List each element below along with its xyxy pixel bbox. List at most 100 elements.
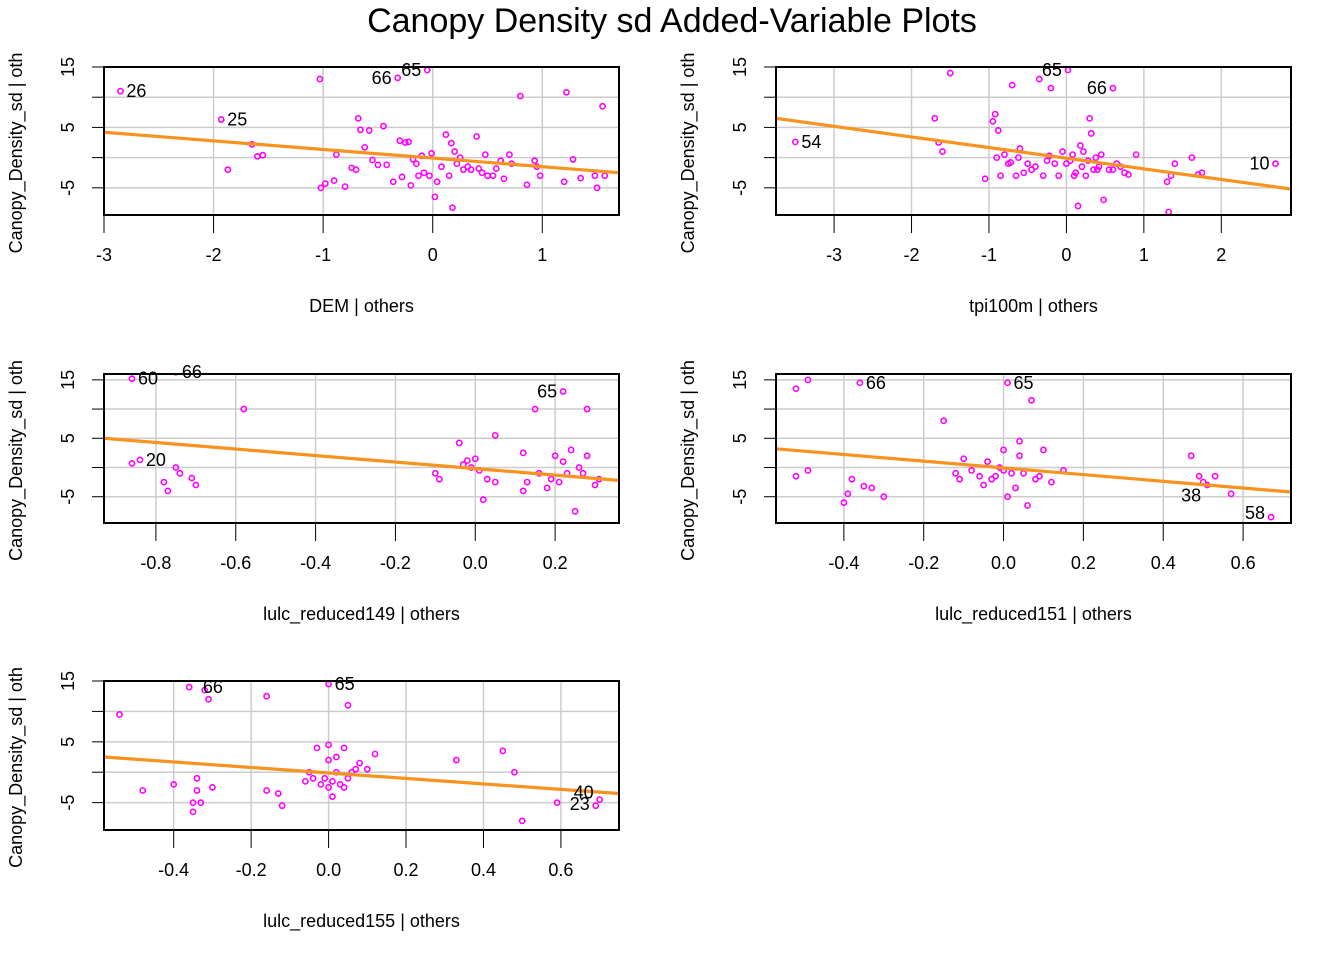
y-axis-title: Canopy_Density_sd | oth <box>6 53 27 254</box>
data-point <box>518 817 526 825</box>
data-point <box>997 172 1004 180</box>
plot-frame <box>103 373 620 524</box>
y-tick-label: 15 <box>58 57 78 77</box>
point-label: 25 <box>227 110 247 130</box>
data-point <box>952 469 960 477</box>
data-point <box>201 686 209 694</box>
data-point <box>428 149 436 157</box>
data-point <box>128 459 136 467</box>
y-tick-label: -5 <box>58 489 78 505</box>
y-tick-label: 15 <box>58 370 78 390</box>
data-point <box>356 759 363 767</box>
point-label: 20 <box>146 450 166 470</box>
data-point <box>1165 208 1173 215</box>
data-point <box>1035 75 1043 83</box>
data-point <box>516 92 524 100</box>
x-tick-label: -3 <box>826 245 842 265</box>
data-point <box>1012 484 1019 492</box>
figure-title: Canopy Density sd Added-Variable Plots <box>367 2 977 40</box>
data-point <box>536 172 544 180</box>
data-point <box>330 177 338 184</box>
data-point <box>442 131 450 139</box>
point-label: 66 <box>372 68 392 88</box>
data-point <box>329 793 336 800</box>
data-point <box>471 455 479 463</box>
data-point <box>431 469 439 477</box>
plot-data <box>776 67 1291 215</box>
data-point <box>185 683 193 691</box>
data-point <box>452 756 460 764</box>
data-point <box>1188 154 1196 162</box>
data-point <box>321 180 329 187</box>
data-point <box>254 153 261 160</box>
point-label: 65 <box>401 60 421 80</box>
data-point <box>484 172 491 180</box>
data-point <box>856 379 864 387</box>
plot-data <box>776 376 1291 521</box>
point-label: 60 <box>138 369 158 389</box>
data-point <box>205 695 212 703</box>
data-point <box>1004 493 1011 501</box>
data-point <box>1227 490 1235 498</box>
data-point <box>329 777 336 785</box>
data-point <box>354 114 362 122</box>
y-axis-title: Canopy_Density_sd | oth <box>6 360 27 561</box>
fit-line <box>104 436 619 482</box>
y-tick-label: 5 <box>58 737 78 747</box>
x-tick-label: -0.2 <box>236 860 267 880</box>
data-point <box>1109 84 1117 92</box>
data-point <box>193 774 201 782</box>
data-point <box>583 405 591 413</box>
data-point <box>1082 172 1090 180</box>
data-point <box>868 484 876 492</box>
data-point <box>860 482 868 490</box>
data-point <box>483 475 491 483</box>
data-point <box>592 802 600 810</box>
data-point <box>344 701 352 709</box>
data-point <box>321 774 329 782</box>
data-point <box>209 784 216 791</box>
data-point <box>383 161 391 169</box>
point-label: 66 <box>1087 78 1107 98</box>
data-point <box>401 139 409 146</box>
x-tick-label: -0.2 <box>908 553 939 573</box>
data-point <box>1090 166 1097 174</box>
x-tick-label: 0.0 <box>463 553 488 573</box>
data-point <box>1007 159 1015 166</box>
data-point <box>984 458 991 466</box>
plot-data <box>104 67 619 212</box>
y-tick-label: 5 <box>58 433 78 443</box>
panel-2: -3 -2 -1 0 1 2 -5 5 15 tpi100m | others Canopy_Den… <box>678 53 1292 316</box>
y-tick-label: 5 <box>730 122 750 132</box>
data-point <box>188 474 196 482</box>
x-tick-label: -0.4 <box>828 553 859 573</box>
data-point <box>1055 172 1063 180</box>
data-point <box>1032 163 1039 171</box>
data-point <box>463 457 471 464</box>
data-point <box>189 808 197 816</box>
data-point <box>489 172 497 180</box>
data-point <box>389 178 397 186</box>
data-point <box>415 172 422 180</box>
data-point <box>325 741 332 749</box>
data-point <box>519 449 527 457</box>
data-point <box>519 487 527 495</box>
data-point <box>371 750 379 758</box>
point-label: 26 <box>126 81 146 101</box>
y-axis-title: Canopy_Density_sd | oth <box>678 360 699 561</box>
data-point <box>601 172 609 180</box>
data-point <box>398 173 406 181</box>
data-point <box>274 790 282 797</box>
data-point <box>1028 396 1035 404</box>
data-point <box>263 787 271 794</box>
point-label: 23 <box>570 794 590 814</box>
data-point <box>491 431 499 439</box>
data-point <box>1020 469 1027 477</box>
data-point <box>340 744 348 752</box>
x-axis-title: lulc_reduced155 | others <box>263 911 460 932</box>
data-point <box>453 160 461 168</box>
point-label: 58 <box>1245 503 1265 523</box>
x-axis-title: lulc_reduced149 | others <box>263 604 460 625</box>
data-point <box>365 127 373 134</box>
y-tick-label: 5 <box>58 122 78 132</box>
